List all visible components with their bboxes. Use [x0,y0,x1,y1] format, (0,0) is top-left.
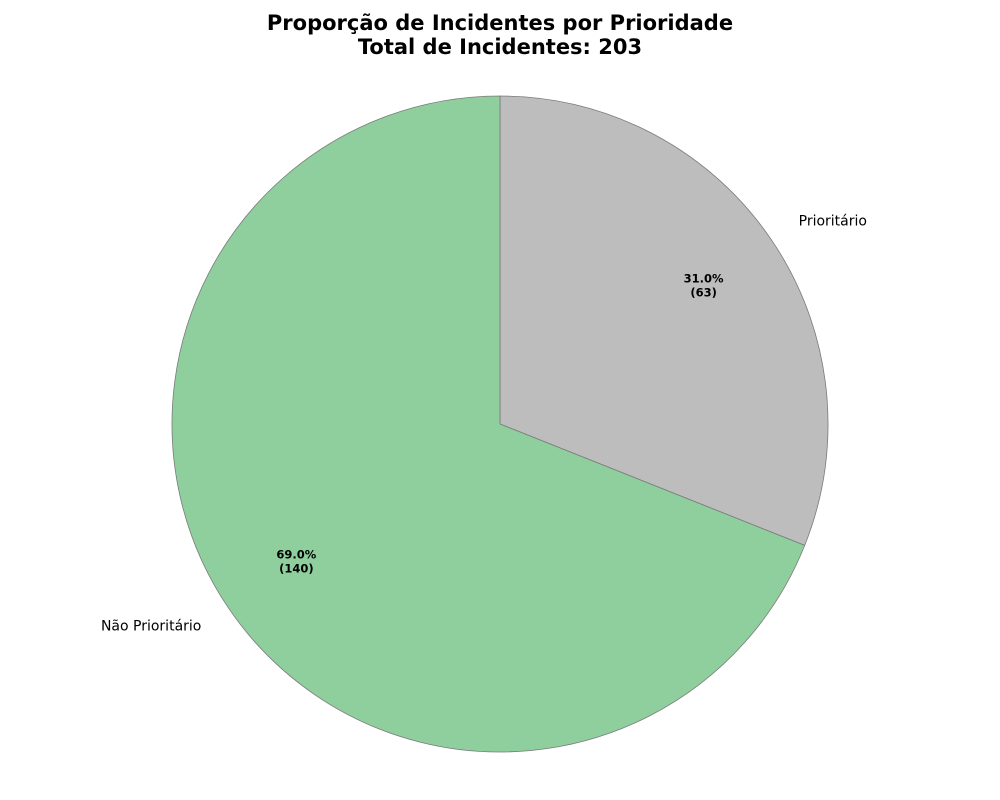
slice-percent-1: 69.0% [276,548,316,562]
pie-slice-0 [499,95,829,546]
slice-percent-0: 31.0% [684,271,724,285]
pie-slice-1 [171,95,806,753]
slice-count-1: (140) [279,562,314,576]
chart-title-block: Proporção de Incidentes por Prioridade T… [0,11,1000,59]
pie-slices [171,95,829,753]
slice-count-0: (63) [690,285,717,299]
slice-label-1: Não Prioritário [101,618,201,634]
chart-subtitle: Total de Incidentes: 203 [357,35,643,59]
pie-labels: Prioritário 31.0%(63) Não Prioritário 69.0%… [101,214,867,635]
slice-label-0: Prioritário [799,214,867,230]
chart-title: Proporção de Incidentes por Prioridade [266,11,734,35]
